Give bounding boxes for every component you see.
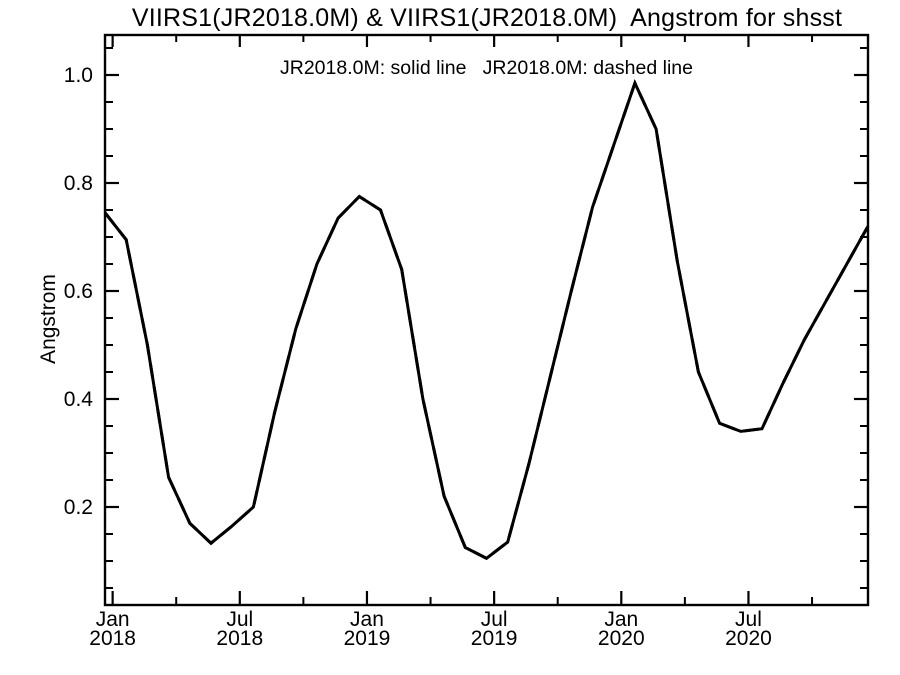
x-tick-label-year: 2019 (344, 627, 391, 650)
x-tick-label-month: Jan (96, 608, 130, 631)
y-tick-label: 0.6 (64, 280, 93, 303)
y-tick-label: 0.4 (64, 388, 94, 411)
x-tick-label-month: Jan (604, 608, 638, 631)
x-tick-label-year: 2018 (89, 627, 136, 650)
x-tick-label-year: 2019 (471, 627, 518, 650)
y-tick-label: 0.2 (64, 496, 93, 519)
legend-annotation: JR2018.0M: solid line JR2018.0M: dashed … (280, 57, 693, 79)
x-tick-label-year: 2020 (598, 627, 645, 650)
y-axis-label: Angstrom (37, 274, 60, 364)
x-tick-label-month: Jan (350, 608, 384, 631)
x-tick-label-year: 2020 (725, 627, 772, 650)
chart-title: VIIRS1(JR2018.0M) & VIIRS1(JR2018.0M) An… (131, 4, 843, 32)
series-line-solid (103, 79, 870, 561)
plot-frame (103, 33, 870, 607)
y-tick-label: 0.8 (64, 172, 93, 195)
x-tick-label-month: Jul (735, 608, 762, 631)
series-line-dashed (103, 79, 870, 561)
x-tick-label-year: 2018 (216, 627, 263, 650)
x-tick-label-month: Jul (481, 608, 508, 631)
x-tick-label-month: Jul (226, 608, 253, 631)
y-tick-label: 1.0 (64, 64, 93, 87)
